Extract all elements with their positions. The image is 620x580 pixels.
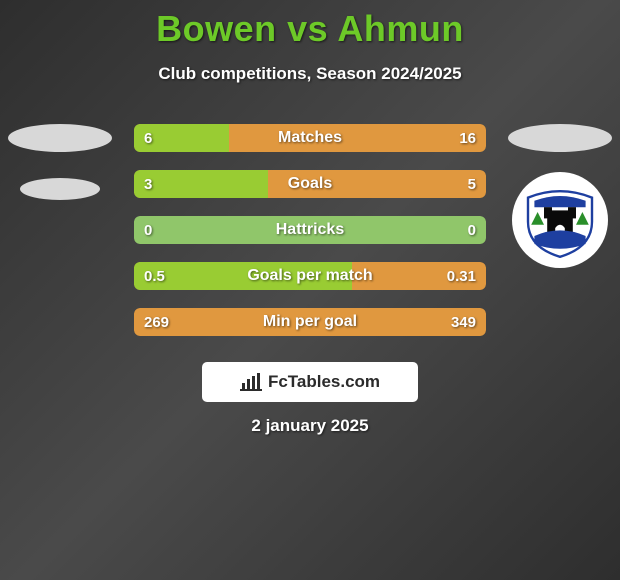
page-title: Bowen vs Ahmun — [0, 0, 620, 50]
bar-label: Goals — [134, 170, 486, 198]
generated-date: 2 january 2025 — [0, 416, 620, 436]
placeholder-shape — [8, 124, 112, 152]
club-crest-icon — [520, 180, 600, 260]
bar-row: 269349Min per goal — [134, 308, 486, 336]
club-badge — [512, 172, 608, 268]
bar-row: 00Hattricks — [134, 216, 486, 244]
bar-label: Hattricks — [134, 216, 486, 244]
placeholder-shape — [20, 178, 100, 200]
footer-brand-text: FcTables.com — [268, 372, 380, 392]
comparison-bars: 616Matches 35Goals 00Hattricks 0.50.31Goals… — [134, 124, 486, 354]
bar-row: 0.50.31Goals per match — [134, 262, 486, 290]
page-subtitle: Club competitions, Season 2024/2025 — [0, 64, 620, 84]
bar-label: Matches — [134, 124, 486, 152]
placeholder-shape — [508, 124, 612, 152]
bar-row: 616Matches — [134, 124, 486, 152]
player-left-avatar — [10, 118, 110, 218]
bar-row: 35Goals — [134, 170, 486, 198]
bar-label: Min per goal — [134, 308, 486, 336]
bar-label: Goals per match — [134, 262, 486, 290]
footer-brand-badge[interactable]: FcTables.com — [202, 362, 418, 402]
bar-chart-icon — [240, 373, 262, 391]
